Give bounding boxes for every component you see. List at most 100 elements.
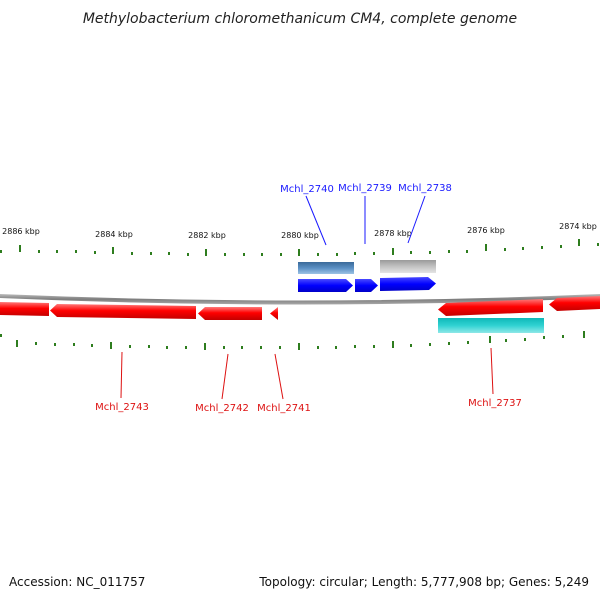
minor-tick: [317, 253, 319, 256]
gene-arrow-left-edge[interactable]: [0, 302, 49, 316]
minor-tick: [429, 343, 431, 346]
leader-line-mchl-2741: [274, 353, 284, 400]
major-tick: [19, 245, 21, 252]
tick-label: 2874 kbp: [559, 222, 597, 231]
minor-tick: [410, 344, 412, 347]
major-tick: [16, 340, 18, 347]
minor-tick: [94, 251, 96, 254]
minor-tick: [541, 246, 543, 249]
leader-line-mchl-2740: [305, 195, 327, 246]
tick-label: 2886 kbp: [2, 227, 40, 236]
major-tick: [578, 239, 580, 246]
lower-tick-row: [0, 331, 585, 350]
minor-tick: [504, 248, 506, 251]
accession-text: Accession: NC_011757: [9, 575, 145, 589]
minor-tick: [429, 251, 431, 254]
reverse-label-leaders: [120, 347, 494, 400]
minor-tick: [317, 346, 319, 349]
tick-label: 2878 kbp: [374, 229, 412, 238]
minor-tick: [0, 334, 2, 337]
gene-arrow-mchl-2742[interactable]: [198, 307, 262, 320]
minor-tick: [166, 346, 168, 349]
gene-label-mchl-2739[interactable]: Mchl_2739: [338, 183, 392, 194]
minor-tick: [187, 253, 189, 256]
major-tick: [298, 249, 300, 256]
major-tick: [392, 341, 394, 348]
leader-line-mchl-2743: [120, 351, 123, 399]
gene-label-mchl-2737[interactable]: Mchl_2737: [468, 398, 522, 409]
minor-tick: [410, 251, 412, 254]
minor-tick: [223, 346, 225, 349]
minor-tick: [354, 252, 356, 255]
gene-label-mchl-2740[interactable]: Mchl_2740: [280, 184, 334, 195]
minor-tick: [373, 345, 375, 348]
major-tick: [204, 343, 206, 350]
gene-arrow-right-edge[interactable]: [549, 296, 600, 311]
minor-tick: [168, 252, 170, 255]
tick-label: 2884 kbp: [95, 230, 133, 239]
feature-box-steelblue[interactable]: [298, 262, 354, 274]
gene-arrow-mchl-2740[interactable]: [298, 279, 353, 292]
reverse-gene-labels: Mchl_2743 Mchl_2742 Mchl_2741 Mchl_2737: [95, 398, 522, 414]
minor-tick: [243, 253, 245, 256]
minor-tick: [354, 345, 356, 348]
minor-tick: [543, 336, 545, 339]
minor-tick: [505, 339, 507, 342]
gene-arrow-mchl-2741[interactable]: [270, 307, 278, 320]
minor-tick: [148, 345, 150, 348]
minor-tick: [35, 342, 37, 345]
minor-tick: [560, 245, 562, 248]
tick-label: 2880 kbp: [281, 231, 319, 240]
minor-tick: [466, 250, 468, 253]
tick-label: 2876 kbp: [467, 226, 505, 235]
minor-tick: [73, 343, 75, 346]
feature-box-gray[interactable]: [380, 260, 436, 273]
tick-labels: 2886 kbp 2884 kbp 2882 kbp 2880 kbp 2878…: [2, 222, 597, 240]
minor-tick: [54, 343, 56, 346]
forward-label-leaders: [305, 195, 426, 246]
gene-label-mchl-2743[interactable]: Mchl_2743: [95, 402, 149, 413]
minor-tick: [129, 345, 131, 348]
forward-strand-genes: [298, 277, 436, 292]
gene-label-mchl-2738[interactable]: Mchl_2738: [398, 183, 452, 194]
tick-label: 2882 kbp: [188, 231, 226, 240]
genome-summary-text: Topology: circular; Length: 5,777,908 bp…: [258, 575, 589, 589]
feature-box-cyan[interactable]: [438, 318, 544, 333]
leader-line-mchl-2742: [221, 353, 229, 400]
major-tick: [392, 248, 394, 255]
minor-tick: [0, 250, 2, 253]
minor-tick: [522, 247, 524, 250]
minor-tick: [597, 243, 599, 246]
gene-arrow-mchl-2743[interactable]: [50, 304, 196, 319]
minor-tick: [562, 335, 564, 338]
minor-tick: [336, 253, 338, 256]
major-tick: [110, 342, 112, 349]
minor-tick: [241, 346, 243, 349]
minor-tick: [373, 252, 375, 255]
minor-tick: [38, 250, 40, 253]
reverse-strand-genes: [0, 296, 600, 320]
gene-arrow-mchl-2737[interactable]: [438, 299, 543, 316]
map-title: Methylobacterium chloromethanicum CM4, c…: [83, 11, 517, 27]
minor-tick: [56, 250, 58, 253]
gene-label-mchl-2742[interactable]: Mchl_2742: [195, 403, 249, 414]
minor-tick: [91, 344, 93, 347]
minor-tick: [448, 342, 450, 345]
minor-tick: [335, 346, 337, 349]
minor-tick: [75, 250, 77, 253]
minor-tick: [280, 253, 282, 256]
gene-label-mchl-2741[interactable]: Mchl_2741: [257, 403, 311, 414]
major-tick: [489, 336, 491, 343]
genome-backbone: [0, 294, 600, 305]
gene-arrow-mchl-2739[interactable]: [355, 279, 378, 292]
leader-line-mchl-2737: [490, 347, 494, 395]
gene-arrow-mchl-2738[interactable]: [380, 277, 436, 291]
minor-tick: [224, 253, 226, 256]
forward-gene-labels: Mchl_2740 Mchl_2739 Mchl_2738: [280, 183, 452, 195]
minor-tick: [524, 338, 526, 341]
upper-tick-row: [0, 239, 599, 256]
minor-tick: [185, 346, 187, 349]
major-tick: [205, 249, 207, 256]
minor-tick: [150, 252, 152, 255]
